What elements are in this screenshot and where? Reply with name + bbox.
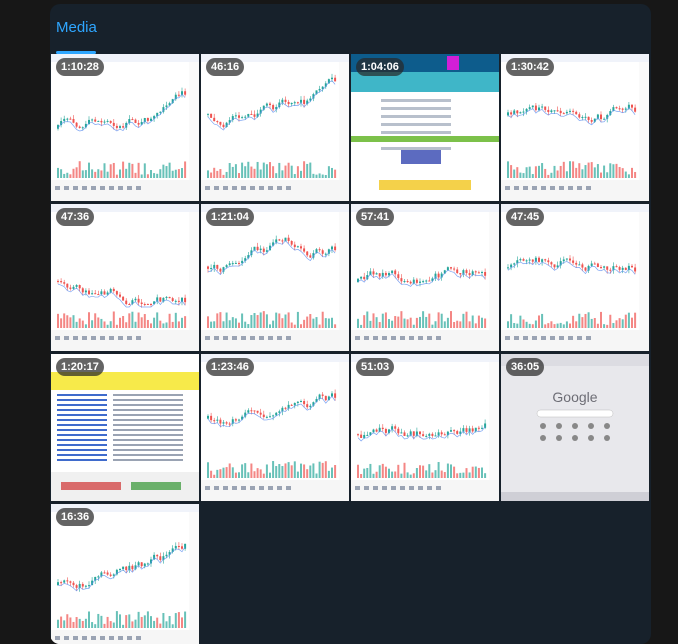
media-video-thumbnail[interactable]: Google 36:05 bbox=[501, 354, 649, 501]
duration-badge: 51:03 bbox=[356, 358, 395, 376]
thumbnail-image bbox=[51, 204, 199, 351]
media-video-thumbnail[interactable]: 1:20:17 bbox=[51, 354, 199, 501]
media-tab-indicator bbox=[56, 51, 96, 54]
thumbnail-image bbox=[351, 204, 499, 351]
duration-badge: 1:30:42 bbox=[506, 58, 554, 76]
thumbnail-image bbox=[201, 354, 349, 501]
thumbnail-image bbox=[501, 54, 649, 201]
thumbnail-image bbox=[351, 354, 499, 501]
thumbnail-image: Google bbox=[501, 354, 649, 501]
duration-badge: 57:41 bbox=[356, 208, 395, 226]
duration-badge: 1:04:06 bbox=[356, 58, 404, 76]
media-video-thumbnail[interactable]: 1:21:04 bbox=[201, 204, 349, 351]
media-video-thumbnail[interactable]: 51:03 bbox=[351, 354, 499, 501]
duration-badge: 1:10:28 bbox=[56, 58, 104, 76]
media-video-thumbnail[interactable]: 46:16 bbox=[201, 54, 349, 201]
thumbnail-image bbox=[501, 204, 649, 351]
duration-badge: 47:45 bbox=[506, 208, 545, 226]
media-video-thumbnail[interactable]: 1:30:42 bbox=[501, 54, 649, 201]
media-video-thumbnail[interactable]: 16:36 bbox=[51, 504, 199, 644]
duration-badge: 47:36 bbox=[56, 208, 95, 226]
thumbnail-image bbox=[201, 54, 349, 201]
duration-badge: 16:36 bbox=[56, 508, 95, 526]
duration-badge: 46:16 bbox=[206, 58, 245, 76]
media-panel: Media 1:10:28 46:16 1:04:06 1:30:42 47:36 1:2… bbox=[50, 4, 651, 644]
thumbnail-image bbox=[51, 54, 199, 201]
duration-badge: 36:05 bbox=[506, 358, 545, 376]
media-video-thumbnail[interactable]: 1:10:28 bbox=[51, 54, 199, 201]
duration-badge: 1:23:46 bbox=[206, 358, 254, 376]
thumbnail-image bbox=[351, 54, 499, 201]
media-video-thumbnail[interactable]: 57:41 bbox=[351, 204, 499, 351]
thumbnail-image bbox=[51, 354, 199, 501]
thumbnail-image bbox=[201, 204, 349, 351]
google-logo: Google bbox=[552, 389, 597, 405]
duration-badge: 1:21:04 bbox=[206, 208, 254, 226]
media-video-thumbnail[interactable]: 1:04:06 bbox=[351, 54, 499, 201]
media-video-thumbnail[interactable]: 47:36 bbox=[51, 204, 199, 351]
media-video-thumbnail[interactable]: 1:23:46 bbox=[201, 354, 349, 501]
media-title: Media bbox=[56, 19, 97, 36]
duration-badge: 1:20:17 bbox=[56, 358, 104, 376]
media-video-thumbnail[interactable]: 47:45 bbox=[501, 204, 649, 351]
